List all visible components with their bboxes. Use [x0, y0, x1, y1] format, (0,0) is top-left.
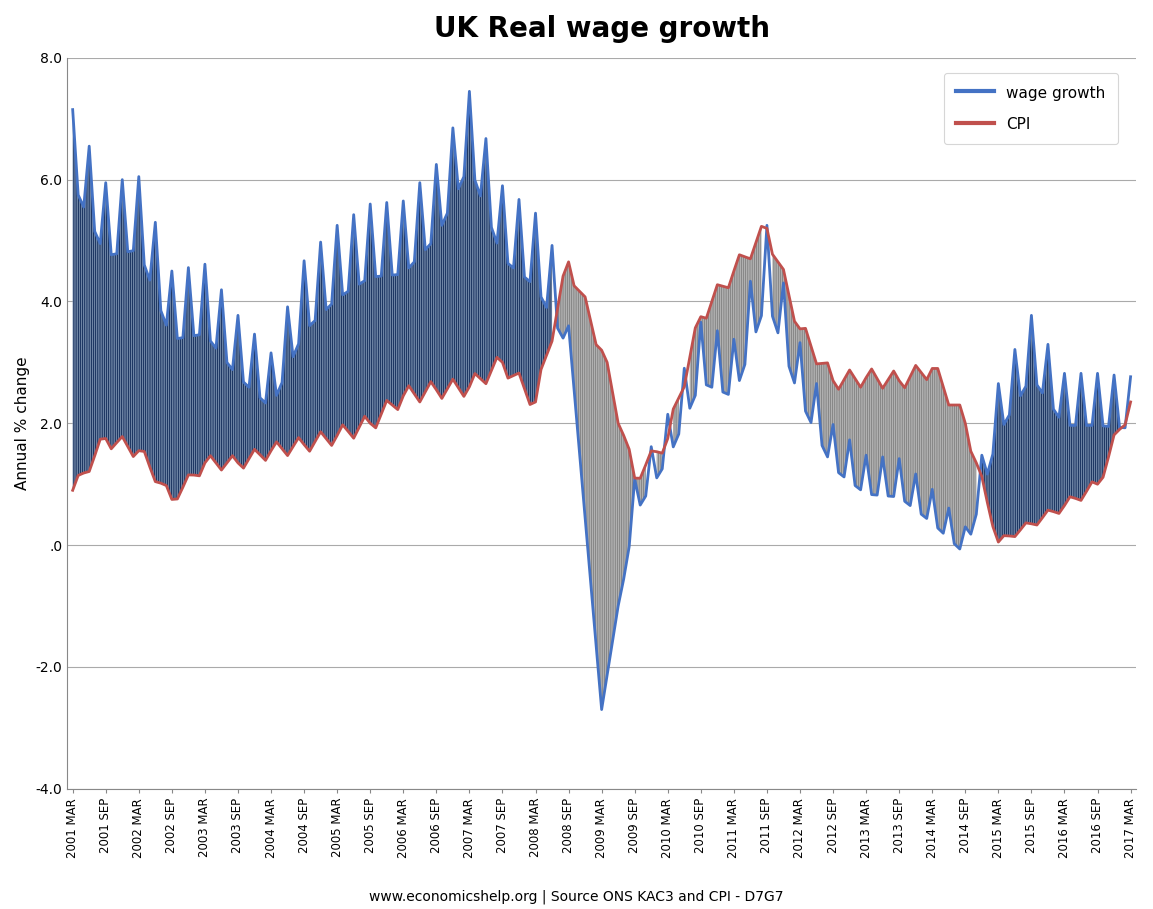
- Text: www.economicshelp.org | Source ONS KAC3 and CPI - D7G7: www.economicshelp.org | Source ONS KAC3 …: [369, 890, 784, 904]
- Title: UK Real wage growth: UK Real wage growth: [434, 15, 770, 43]
- Legend: wage growth, CPI: wage growth, CPI: [943, 73, 1117, 145]
- Y-axis label: Annual % change: Annual % change: [15, 356, 30, 490]
